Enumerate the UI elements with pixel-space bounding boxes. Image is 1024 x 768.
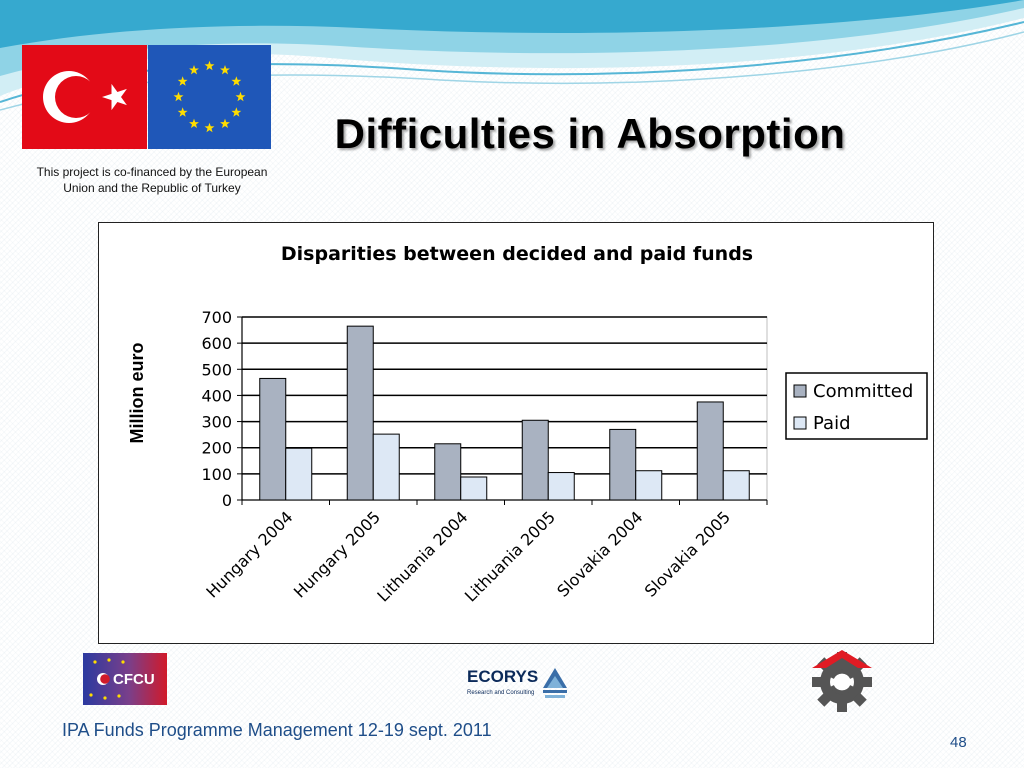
chart-container: Disparities between decided and paid fun… (98, 222, 934, 644)
x-tick-label: Slovakia 2004 (553, 507, 646, 600)
legend-swatch-paid (793, 416, 807, 430)
bar-chart: Disparities between decided and paid fun… (127, 243, 928, 606)
cfcu-logo: CFCU (83, 653, 167, 705)
eu-star-icon (220, 118, 230, 129)
footer-text: IPA Funds Programme Management 12-19 sep… (62, 720, 492, 740)
legend-swatch-committed (793, 384, 807, 398)
turkey-flag-icon (22, 45, 147, 149)
eu-star-icon (220, 64, 230, 75)
plot-area (241, 316, 768, 501)
bar-committed (521, 419, 549, 501)
eu-star-icon (189, 118, 199, 129)
chart-legend: Committed Paid (785, 372, 928, 440)
page-number: 48 (950, 734, 967, 751)
bar-paid (635, 470, 663, 501)
y-tick-label: 300 (201, 413, 232, 432)
x-tick-label: Lithuania 2005 (461, 507, 559, 605)
y-tick-label: 600 (201, 334, 232, 353)
y-tick-label: 700 (201, 308, 232, 327)
bar-paid (547, 472, 575, 501)
y-tick-label: 200 (201, 439, 232, 458)
eu-star-icon (231, 76, 242, 86)
x-tick-label: Hungary 2005 (290, 507, 384, 601)
eu-star-icon (177, 107, 188, 117)
y-tick-label: 0 (222, 491, 232, 510)
eu-star-icon (204, 60, 215, 71)
eu-star-icon (177, 76, 188, 86)
bar-committed (346, 325, 374, 501)
bar-committed (259, 377, 287, 501)
x-tick-label: Slovakia 2005 (641, 507, 734, 600)
y-tick-label: 500 (201, 360, 232, 379)
legend-label-committed: Committed (813, 381, 913, 402)
bar-paid (285, 447, 313, 501)
bar-paid (722, 470, 750, 501)
eu-star-icon (231, 107, 242, 117)
cofinancing-caption: This project is co-financed by the Europ… (36, 165, 268, 195)
eu-star-icon (235, 91, 246, 102)
legend-box (785, 372, 928, 440)
bar-committed (609, 428, 637, 501)
x-tick-label: Lithuania 2004 (373, 507, 471, 605)
eu-star-icon (173, 91, 184, 102)
bar-committed (434, 443, 462, 501)
bar-committed (696, 401, 724, 501)
y-axis-label: Million euro (127, 343, 147, 444)
y-tick-label: 400 (201, 386, 232, 405)
slide-title: Difficulties in Absorption (334, 110, 846, 157)
cfcu-logo-text: CFCU (113, 671, 155, 688)
y-tick-label: 100 (201, 465, 232, 484)
eu-flag-icon (148, 45, 271, 149)
bar-paid (372, 433, 400, 501)
chart-title: Disparities between decided and paid fun… (281, 243, 753, 265)
ecorys-logo-tagline: Research and Consulting (467, 690, 534, 696)
x-tick-label: Hungary 2004 (202, 507, 296, 601)
ecorys-logo: ECORYS Research and Consulting (467, 667, 567, 698)
bar-paid (460, 476, 488, 501)
gear-arrow-logo-icon (812, 650, 872, 712)
eu-star-icon (189, 64, 199, 75)
ecorys-logo-name: ECORYS (467, 667, 538, 686)
header-swoosh (0, 0, 1024, 111)
legend-label-paid: Paid (813, 413, 851, 434)
eu-star-icon (204, 122, 215, 133)
